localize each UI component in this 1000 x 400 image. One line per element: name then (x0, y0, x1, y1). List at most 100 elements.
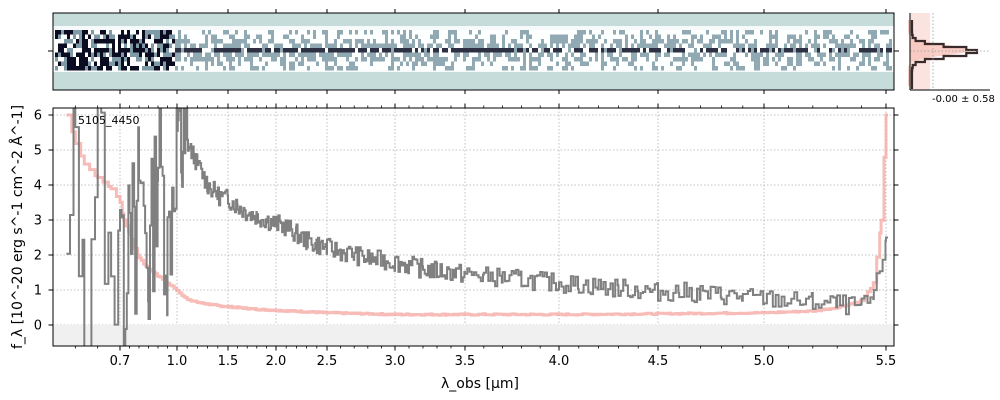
pixel-cell (430, 48, 433, 53)
pixel-cell (601, 43, 604, 48)
pixel-cell (832, 39, 835, 44)
pixel-cell (73, 34, 76, 39)
pixel-cell (757, 66, 760, 71)
pixel-cell (88, 48, 91, 53)
pixel-cell (721, 34, 724, 39)
pixel-cell (730, 61, 733, 66)
pixel-cell (208, 57, 211, 62)
pixel-cell (484, 34, 487, 39)
pixel-cell (808, 34, 811, 39)
pixel-cell (487, 39, 490, 44)
pixel-cell (124, 34, 127, 39)
pixel-cell (364, 30, 367, 35)
pixel-cell (637, 52, 640, 57)
pixel-cell (208, 30, 211, 35)
pixel-cell (778, 66, 781, 71)
pixel-cell (67, 52, 70, 57)
pixel-cell (700, 57, 703, 62)
pixel-cell (769, 61, 772, 66)
pixel-cell (481, 43, 484, 48)
pixel-cell (139, 61, 142, 66)
pixel-cell (505, 57, 508, 62)
pixel-cell (172, 39, 175, 44)
pixel-cell (169, 57, 172, 62)
pixel-cell (676, 61, 679, 66)
pixel-cell (628, 61, 631, 66)
pixel-cell (415, 30, 418, 35)
pixel-cell (226, 66, 229, 71)
pixel-cell (532, 43, 535, 48)
pixel-cell (703, 61, 706, 66)
pixel-cell (553, 61, 556, 66)
pixel-cell (475, 39, 478, 44)
pixel-cell (712, 39, 715, 44)
pixel-cell (763, 48, 766, 53)
pixel-cell (655, 61, 658, 66)
pixel-cell (748, 48, 751, 53)
pixel-cell (538, 61, 541, 66)
pixel-cell (466, 39, 469, 44)
pixel-cell (391, 39, 394, 44)
pixel-cell (277, 39, 280, 44)
pixel-cell (724, 39, 727, 44)
pixel-cell (454, 48, 457, 53)
pixel-cell (148, 30, 151, 35)
pixel-cell (172, 66, 175, 71)
pixel-cell (187, 61, 190, 66)
pixel-cell (442, 39, 445, 44)
pixel-cell (97, 48, 100, 53)
pixel-cell (472, 39, 475, 44)
pixel-cell (121, 34, 124, 39)
pixel-cell (832, 52, 835, 57)
pixel-cell (217, 34, 220, 39)
pixel-cell (550, 57, 553, 62)
pixel-cell (859, 43, 862, 48)
pixel-cell (196, 34, 199, 39)
pixel-cell (706, 43, 709, 48)
pixel-cell (526, 66, 529, 71)
pixel-cell (820, 43, 823, 48)
pixel-cell (469, 52, 472, 57)
pixel-cell (616, 30, 619, 35)
pixel-cell (217, 66, 220, 71)
pixel-cell (511, 66, 514, 71)
pixel-cell (529, 57, 532, 62)
pixel-cell (88, 30, 91, 35)
pixel-cell (121, 66, 124, 71)
pixel-cell (649, 61, 652, 66)
pixel-cell (241, 43, 244, 48)
pixel-cell (454, 61, 457, 66)
pixel-cell (586, 39, 589, 44)
pixel-cell (487, 61, 490, 66)
pixel-cell (154, 61, 157, 66)
pixel-cell (676, 39, 679, 44)
pixel-cell (343, 61, 346, 66)
pixel-cell (811, 39, 814, 44)
pixel-cell (256, 34, 259, 39)
pixel-cell (145, 61, 148, 66)
pixel-cell (481, 66, 484, 71)
pixel-cell (436, 52, 439, 57)
pixel-cell (373, 52, 376, 57)
pixel-cell (379, 34, 382, 39)
pixel-cell (130, 48, 133, 53)
pixel-cell (271, 66, 274, 71)
pixel-cell (313, 66, 316, 71)
pixel-cell (61, 34, 64, 39)
pixel-cell (304, 30, 307, 35)
pixel-cell (94, 61, 97, 66)
pixel-cell (175, 39, 178, 44)
pixel-cell (289, 52, 292, 57)
pixel-cell (784, 39, 787, 44)
pixel-cell (784, 30, 787, 35)
pixel-cell (592, 61, 595, 66)
pixel-cell (760, 57, 763, 62)
pixel-cell (748, 34, 751, 39)
pixel-cell (652, 39, 655, 44)
pixel-cell (388, 30, 391, 35)
pixel-cell (529, 48, 532, 53)
pixel-cell (697, 30, 700, 35)
pixel-cell (730, 34, 733, 39)
pixel-cell (352, 48, 355, 53)
pixel-cell (118, 30, 121, 35)
